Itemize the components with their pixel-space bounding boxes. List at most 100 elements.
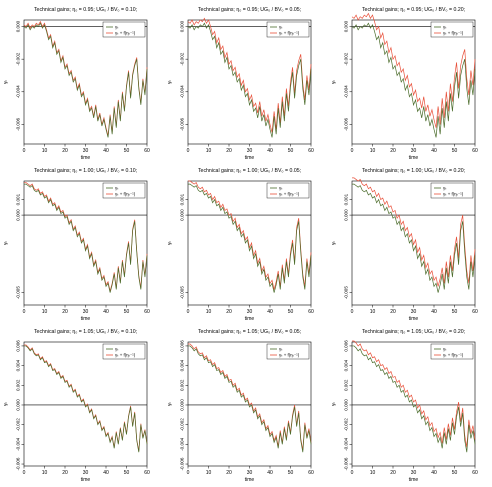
chart-svg: Technical gains; η₀ = 0.95; UG₀ / BV₀ = … — [331, 7, 478, 161]
x-tick-label: 10 — [370, 148, 376, 154]
y-tick-label: -0.002 — [180, 418, 185, 431]
legend-box — [266, 21, 310, 38]
x-tick-label: 60 — [308, 470, 314, 476]
chart-svg: Technical gains; η₀ = 1.05; UG₀ / BV₀ = … — [3, 329, 150, 483]
x-axis-label: time — [245, 477, 255, 482]
x-tick-label: 40 — [103, 148, 109, 154]
x-tick-label: 30 — [83, 470, 89, 476]
legend-box — [430, 182, 474, 199]
x-axis-label: time — [81, 477, 91, 482]
y-tick-label: 0.006 — [16, 340, 21, 352]
x-tick-label: 30 — [83, 309, 89, 315]
legend-label: γₜ + f(ηₜ⁻¹) — [279, 31, 300, 36]
x-tick-label: 0 — [187, 309, 190, 315]
y-tick-label: 0.000 — [344, 209, 349, 221]
legend-box — [430, 21, 474, 38]
chart-panel: Technical gains; η₀ = 1.00; UG₀ / BV₀ = … — [330, 163, 490, 326]
x-tick-label: 0 — [351, 309, 354, 315]
x-tick-label: 30 — [247, 309, 253, 315]
x-tick-label: 10 — [42, 309, 48, 315]
y-tick-label: -0.006 — [16, 457, 21, 470]
x-tick-label: 30 — [411, 309, 417, 315]
x-tick-label: 60 — [308, 148, 314, 154]
plot-frame — [187, 19, 312, 145]
chart-title: Technical gains; η₀ = 1.00; UG₀ / BV₀ = … — [198, 168, 301, 174]
y-tick-label: 0.006 — [180, 340, 185, 352]
y-tick-label: 0.001 — [16, 193, 21, 205]
legend-label: γₜ — [279, 186, 283, 191]
y-tick-label: 0.001 — [344, 193, 349, 205]
plot-frame — [23, 19, 148, 145]
x-axis-label: time — [409, 155, 419, 160]
y-axis-label: γₜ — [331, 79, 337, 84]
series-line-base — [352, 183, 476, 293]
chart-svg: Technical gains; η₀ = 1.00; UG₀ / BV₀ = … — [3, 168, 150, 322]
y-tick-label: 0.004 — [180, 359, 185, 371]
chart-svg: Technical gains; η₀ = 0.95; UG₀ / BV₀ = … — [3, 7, 150, 161]
legend-box — [102, 182, 146, 199]
x-tick-label: 0 — [23, 470, 26, 476]
series-line-base — [188, 183, 312, 293]
chart-title: Technical gains; η₀ = 0.95; UG₀ / BV₀ = … — [34, 7, 137, 13]
y-tick-label: -0.002 — [16, 52, 21, 65]
x-tick-label: 20 — [390, 148, 396, 154]
y-tick-label: -0.005 — [16, 286, 21, 299]
legend-label: γₜ — [115, 347, 119, 352]
y-tick-label: -0.004 — [180, 437, 185, 450]
x-tick-label: 50 — [288, 470, 294, 476]
y-axis-label: γₜ — [331, 240, 337, 245]
series-line-base — [351, 22, 476, 138]
x-tick-label: 0 — [187, 148, 190, 154]
y-tick-label: 0.001 — [180, 193, 185, 205]
x-tick-label: 20 — [62, 309, 68, 315]
y-axis-label: γₜ — [167, 79, 173, 84]
x-tick-label: 60 — [472, 470, 478, 476]
y-tick-label: 0.002 — [180, 379, 185, 391]
y-tick-label: -0.002 — [344, 52, 349, 65]
chart-svg: Technical gains; η₀ = 1.00; UG₀ / BV₀ = … — [167, 168, 314, 322]
x-tick-label: 40 — [267, 148, 273, 154]
legend-label: γₜ + f(ηₜ⁻¹) — [279, 353, 300, 358]
y-tick-label: -0.004 — [344, 437, 349, 450]
chart-svg: Technical gains; η₀ = 0.95; UG₀ / BV₀ = … — [167, 7, 314, 161]
legend-label: γₜ + f(ηₜ⁻¹) — [279, 192, 300, 197]
x-tick-label: 40 — [103, 470, 109, 476]
y-tick-label: -0.004 — [344, 85, 349, 98]
x-tick-label: 60 — [472, 309, 478, 315]
series-line-adjusted — [24, 344, 148, 452]
x-tick-label: 0 — [187, 470, 190, 476]
x-tick-label: 20 — [226, 470, 232, 476]
series-line-base — [187, 22, 312, 138]
y-tick-label: 0.000 — [180, 209, 185, 221]
series-line-base — [188, 345, 312, 453]
series-line-base — [23, 22, 148, 138]
y-tick-label: -0.002 — [344, 418, 349, 431]
x-tick-label: 30 — [83, 148, 89, 154]
series-line-base — [24, 183, 148, 293]
x-tick-label: 20 — [226, 148, 232, 154]
x-tick-label: 20 — [390, 309, 396, 315]
legend-label: γₜ + f(ηₜ⁻¹) — [115, 192, 136, 197]
y-tick-label: 0.000 — [16, 20, 21, 32]
x-tick-label: 30 — [411, 148, 417, 154]
series-line-adjusted — [24, 182, 148, 292]
chart-panel: Technical gains; η₀ = 1.05; UG₀ / BV₀ = … — [330, 324, 490, 487]
y-tick-label: -0.005 — [180, 286, 185, 299]
legend-label: γₜ — [279, 25, 283, 30]
legend-label: γₜ — [115, 25, 119, 30]
legend-label: γₜ — [443, 186, 447, 191]
legend-box — [102, 21, 146, 38]
chart-title: Technical gains; η₀ = 1.05; UG₀ / BV₀ = … — [362, 329, 465, 335]
y-tick-label: -0.002 — [16, 418, 21, 431]
y-tick-label: -0.006 — [344, 117, 349, 130]
x-tick-label: 30 — [411, 470, 417, 476]
y-tick-label: 0.006 — [344, 340, 349, 352]
legend-box — [102, 343, 146, 360]
x-tick-label: 50 — [452, 470, 458, 476]
y-axis-label: γₜ — [331, 401, 337, 406]
x-tick-label: 50 — [124, 309, 130, 315]
legend-label: γₜ — [443, 25, 447, 30]
x-tick-label: 0 — [351, 470, 354, 476]
y-tick-label: 0.004 — [16, 359, 21, 371]
